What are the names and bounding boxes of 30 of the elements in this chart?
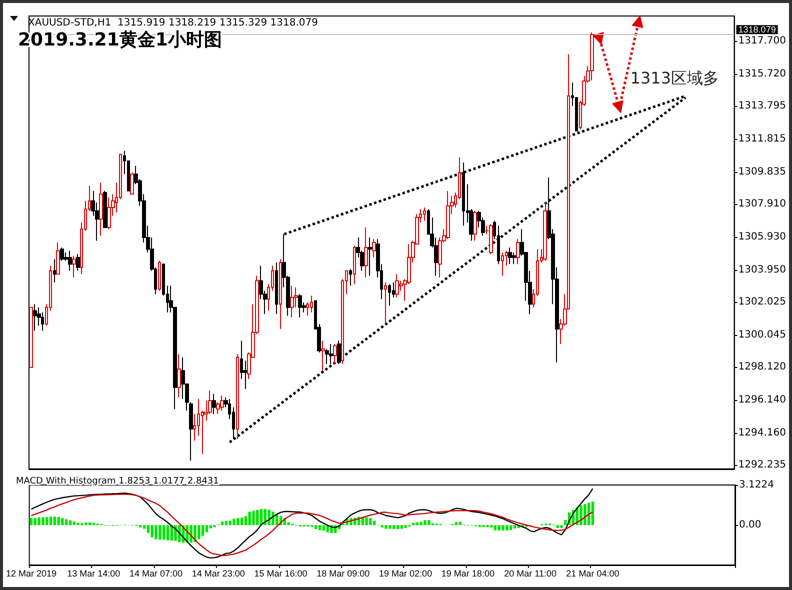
x-tick-label: 21 Mar 04:00 [566, 568, 620, 578]
x-tick-label: 15 Mar 16:00 [254, 568, 308, 578]
y-tick-label: 1305.930 [738, 231, 786, 242]
y-tick-label: 1302.025 [738, 296, 786, 308]
y-tick-label: 0.00 [739, 520, 762, 531]
y-tick-label: 1296.140 [738, 394, 786, 406]
y-tick-label: 1303.950 [738, 264, 786, 276]
x-tick-label: 12 Mar 2019 [6, 568, 57, 578]
annotation: 1313区域多 [630, 68, 719, 88]
ref-line-label: 1318.079 [738, 24, 776, 35]
y-tick-label: 1311.815 [738, 133, 786, 144]
y-tick-label: 1298.120 [738, 362, 786, 373]
x-tick-label: 14 Mar 23:00 [192, 568, 245, 578]
y-tick-label: 1315.720 [738, 68, 786, 80]
x-tick-label: 18 Mar 09:00 [316, 568, 370, 578]
y-tick-label: 1294.160 [738, 427, 786, 438]
x-tick-label: 19 Mar 18:00 [441, 568, 494, 578]
x-tick-label: 20 Mar 11:00 [504, 568, 556, 578]
y-tick-label: 1300.045 [738, 329, 786, 340]
x-tick-label: 14 Mar 07:00 [130, 568, 183, 578]
y-tick-label: 1292.235 [738, 460, 786, 470]
y-tick-label: 1309.835 [738, 166, 786, 178]
y-tick-label: 1317.700 [738, 35, 786, 46]
y-tick-label: 3.1224 [739, 480, 774, 490]
y-tick-label: 1313.795 [738, 100, 786, 112]
chart-subtitle: XAUUSD-STD,H1 1315.919 1318.219 1315.329 1318.079 [28, 18, 318, 28]
x-tick-label: 13 Mar 14:00 [67, 568, 120, 578]
x-tick-label: 19 Mar 02:00 [379, 568, 432, 578]
y-tick-label: 1307.910 [738, 198, 786, 210]
chart-title: MACD With Histogram 1.8253 1.0177 2.8431 [16, 476, 219, 486]
